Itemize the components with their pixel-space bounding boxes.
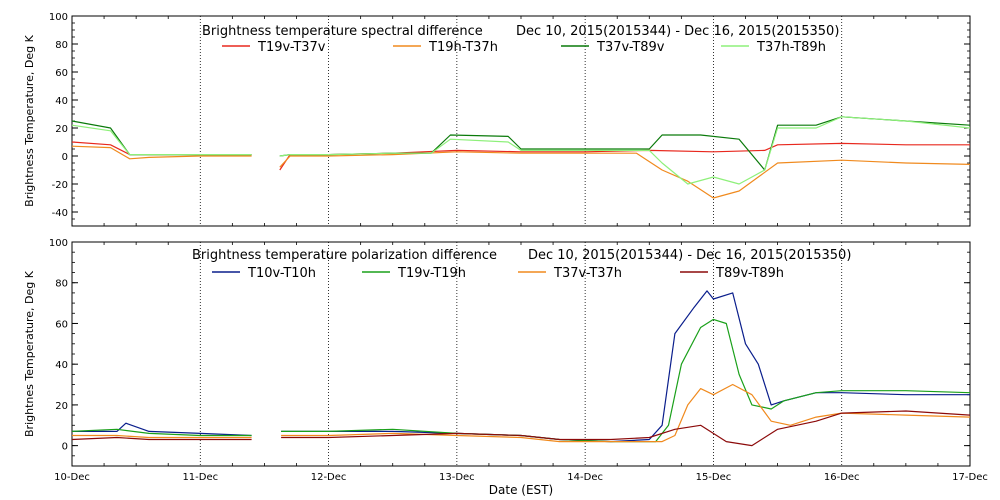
bottom-series-line-t37v-t37h xyxy=(72,383,971,443)
bottom-plot-frame xyxy=(71,241,971,467)
polarization-difference-panel: 0 20 40 60 80 100 Brightness temperature pola… xyxy=(23,238,971,467)
bottom-y-tick-label: 20 xyxy=(55,401,68,412)
top-legend-label: T37v-T89v xyxy=(596,40,665,55)
spectral-difference-panel: -40 -20 0 20 40 60 80 100 Brightness temperatur… xyxy=(23,12,971,227)
x-tick-label: 17-Dec xyxy=(952,472,988,483)
top-y-tick-label: 80 xyxy=(55,40,68,51)
bottom-chart-date-range: Dec 10, 2015(2015344) - Dec 16, 2015(201… xyxy=(528,248,851,263)
bottom-y-axis-label: Brightnes Temperature, Deg K xyxy=(23,270,36,437)
bottom-series-line-t89v-t89h xyxy=(71,410,971,447)
bottom-grid xyxy=(103,242,939,466)
top-y-tick-label: 0 xyxy=(62,152,68,163)
bottom-series-line-t10v-t10h xyxy=(72,290,970,443)
bottom-legend-label: T37v-T37h xyxy=(553,266,622,281)
top-y-tick-label: -40 xyxy=(52,208,68,219)
top-y-tick-label: 60 xyxy=(55,68,68,79)
top-plot-frame xyxy=(71,15,971,227)
bottom-chart-title: Brightness temperature polarization diff… xyxy=(192,248,497,263)
x-tick-label: 11-Dec xyxy=(182,472,218,483)
x-tick-label: 15-Dec xyxy=(696,472,732,483)
bottom-y-tick-label: 60 xyxy=(55,319,68,330)
x-tick-label: 16-Dec xyxy=(824,472,860,483)
top-y-tick-label: 40 xyxy=(55,96,68,107)
x-tick-label: 14-Dec xyxy=(567,472,603,483)
bottom-y-tick-label: 40 xyxy=(55,360,68,371)
top-y-axis-label: Brightness Temperature, Deg K xyxy=(23,34,36,206)
top-chart-date-range: Dec 10, 2015(2015344) - Dec 16, 2015(201… xyxy=(516,24,839,39)
x-axis-label: Date (EST) xyxy=(489,483,553,497)
top-chart-title: Brightness temperature spectral differen… xyxy=(202,24,483,39)
x-axis-ticks: 10-Dec 11-Dec 12-Dec 13-Dec 14-Dec 15-Dec 16-D… xyxy=(54,472,988,483)
bottom-y-ticks: 0 20 40 60 80 100 xyxy=(49,238,970,467)
top-series xyxy=(71,116,971,199)
bottom-y-tick-label: 100 xyxy=(49,238,68,249)
top-grid xyxy=(103,16,939,226)
bottom-legend-label: T10v-T10h xyxy=(247,266,316,281)
top-y-ticks: -40 -20 0 20 40 60 80 100 xyxy=(49,12,970,227)
bottom-legend-label: T89v-T89h xyxy=(715,266,784,281)
x-tick-label: 12-Dec xyxy=(311,472,347,483)
top-series-line-t19h-t37h xyxy=(71,145,971,199)
bottom-legend: T10v-T10h T19v-T19h T37v-T37h T89v-T89h xyxy=(212,266,784,281)
bottom-y-tick-label: 0 xyxy=(62,442,68,453)
top-y-tick-label: 100 xyxy=(49,12,68,23)
bottom-legend-label: T19v-T19h xyxy=(397,266,466,281)
x-tick-label: 13-Dec xyxy=(439,472,475,483)
top-legend: T19v-T37v T19h-T37h T37v-T89v T37h-T89h xyxy=(222,40,826,55)
top-y-tick-label: -20 xyxy=(52,180,68,191)
top-legend-label: T19v-T37v xyxy=(257,40,326,55)
top-y-tick-label: 20 xyxy=(55,124,68,135)
x-tick-label: 10-Dec xyxy=(54,472,90,483)
bottom-y-tick-label: 80 xyxy=(55,279,68,290)
bottom-series-line-t19v-t19h xyxy=(71,318,971,443)
top-legend-label: T19h-T37h xyxy=(428,40,498,55)
top-legend-label: T37h-T89h xyxy=(756,40,826,55)
bottom-series xyxy=(71,290,971,447)
top-series-line-t37h-t89h xyxy=(71,116,971,185)
